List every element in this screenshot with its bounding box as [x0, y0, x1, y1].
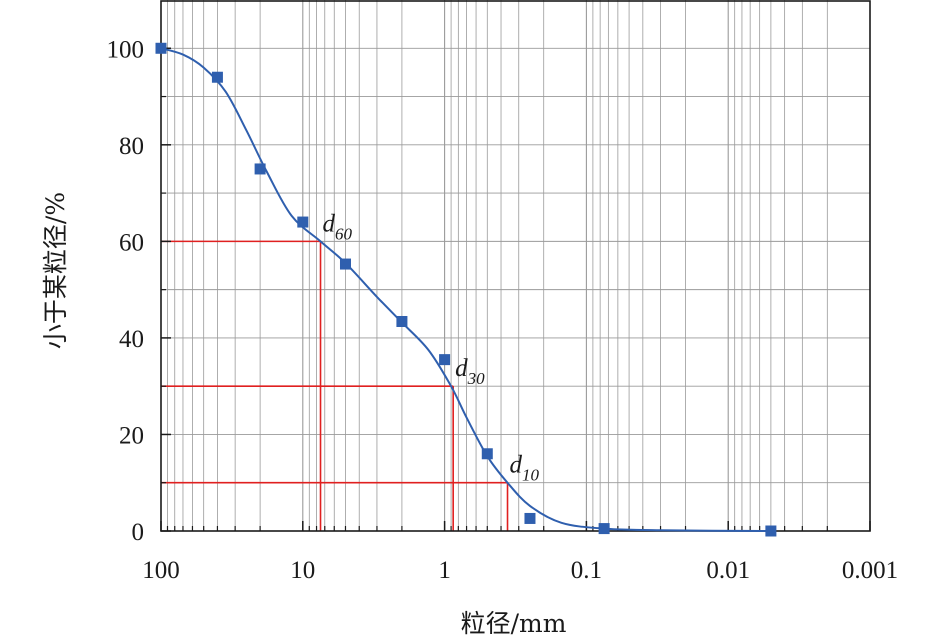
data-point	[439, 354, 451, 366]
x-tick-label: 100	[142, 557, 180, 584]
reference-label: d30	[455, 355, 485, 388]
reference-label: d60	[323, 210, 353, 243]
reference-lines	[161, 240, 509, 531]
x-tick-label: 0.01	[706, 557, 750, 584]
x-tick-label: 0.001	[842, 557, 898, 584]
data-point	[155, 42, 167, 54]
x-axis-title: 粒径/mm	[461, 609, 567, 638]
plot-frame	[160, 0, 871, 532]
y-tick-label: 40	[119, 326, 144, 353]
y-tick-label: 60	[119, 229, 144, 256]
y-tick-label: 0	[132, 519, 145, 546]
x-tick-labels: 100 10 1 0.1 0.01 0.001	[142, 557, 898, 584]
data-point	[598, 523, 610, 535]
reference-label-subscript: 10	[522, 466, 540, 485]
reference-label: d10	[510, 452, 540, 485]
reference-annotations: d60 d30 d10	[323, 210, 540, 484]
reference-label-subscript: 60	[335, 224, 353, 243]
y-tick-labels: 0 20 40 60 80 100	[107, 36, 145, 546]
x-tick-label: 0.1	[571, 557, 602, 584]
y-axis-title: 小于某粒径/%	[41, 192, 70, 349]
x-tick-label: 1	[438, 557, 451, 584]
data-point	[339, 258, 351, 270]
data-point	[524, 512, 536, 524]
data-point	[481, 448, 493, 460]
data-points	[155, 42, 777, 537]
data-point	[297, 216, 309, 228]
y-tick-label: 80	[119, 133, 144, 160]
reference-label-subscript: 30	[467, 369, 486, 388]
y-tick-label: 20	[119, 422, 144, 449]
data-point	[254, 163, 266, 175]
data-point	[765, 525, 777, 537]
grid-lines	[161, 0, 870, 531]
data-point	[396, 315, 408, 327]
x-tick-label: 10	[290, 557, 315, 584]
data-point	[211, 71, 223, 83]
y-tick-label: 100	[107, 36, 145, 63]
